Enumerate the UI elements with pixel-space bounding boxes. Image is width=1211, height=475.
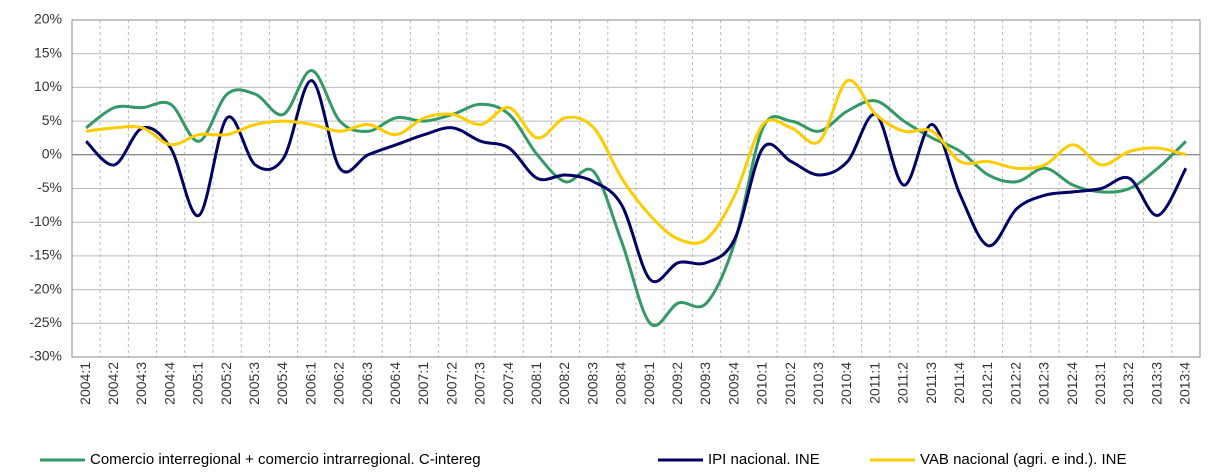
y-tick-label: 5% — [42, 112, 62, 128]
y-tick-label: -20% — [29, 280, 62, 296]
series-line — [85, 79, 1188, 284]
x-tick-label: 2005:3 — [246, 362, 262, 405]
x-tick-label: 2006:3 — [359, 362, 375, 405]
legend-label: Comercio interregional + comercio intrar… — [90, 451, 481, 468]
x-tick-label: 2009:1 — [641, 362, 657, 405]
y-tick-label: -10% — [29, 213, 62, 229]
y-tick-label: -5% — [37, 179, 62, 195]
x-tick-label: 2013:1 — [1092, 362, 1108, 405]
x-tick-label: 2005:4 — [274, 362, 290, 405]
legend-label: VAB nacional (agri. e ind.). INE — [920, 451, 1126, 468]
x-tick-label: 2010:1 — [754, 362, 770, 405]
x-tick-label: 2007:4 — [500, 362, 516, 405]
x-tick-label: 2009:3 — [697, 362, 713, 405]
x-tick-label: 2008:3 — [584, 362, 600, 405]
y-tick-label: 15% — [34, 44, 62, 60]
x-tick-label: 2013:3 — [1148, 362, 1164, 405]
plot-frame — [71, 19, 1201, 358]
x-tick-label: 2004:3 — [133, 362, 149, 405]
x-tick-label: 2009:4 — [725, 362, 741, 405]
y-tick-label: -15% — [29, 247, 62, 263]
x-tick-label: 2012:3 — [1036, 362, 1052, 405]
x-tick-label: 2004:1 — [77, 362, 93, 405]
x-tick-label: 2012:4 — [1064, 362, 1080, 405]
x-tick-label: 2004:2 — [105, 362, 121, 405]
y-tick-label: -30% — [29, 348, 62, 364]
x-tick-label: 2004:4 — [161, 362, 177, 405]
x-tick-label: 2008:1 — [528, 362, 544, 405]
legend-label: IPI nacional. INE — [708, 451, 820, 468]
x-tick-label: 2011:4 — [951, 362, 967, 404]
x-tick-label: 2011:2 — [895, 362, 911, 404]
x-tick-label: 2007:1 — [415, 362, 431, 405]
x-tick-label: 2006:1 — [302, 362, 318, 405]
x-tick-label: 2007:3 — [472, 362, 488, 405]
x-tick-label: 2012:1 — [979, 362, 995, 405]
x-tick-label: 2013:4 — [1177, 362, 1193, 405]
x-tick-label: 2008:4 — [613, 362, 629, 405]
y-tick-label: 20% — [34, 11, 62, 27]
x-tick-label: 2006:2 — [331, 362, 347, 405]
y-tick-label: 10% — [34, 78, 62, 94]
x-tick-label: 2010:3 — [810, 362, 826, 405]
x-tick-label: 2005:1 — [190, 362, 206, 405]
series-line — [85, 69, 1187, 327]
x-tick-label: 2010:2 — [782, 362, 798, 405]
x-tick-label: 2012:2 — [1007, 362, 1023, 405]
x-tick-label: 2008:2 — [556, 362, 572, 405]
y-tick-label: 0% — [42, 146, 62, 162]
y-tick-label: -25% — [29, 314, 62, 330]
x-tick-label: 2006:4 — [387, 362, 403, 405]
series-line — [85, 78, 1187, 245]
x-tick-label: 2009:2 — [669, 362, 685, 405]
x-tick-label: 2007:2 — [443, 362, 459, 405]
x-tick-label: 2011:1 — [866, 362, 882, 404]
x-tick-label: 2011:3 — [923, 362, 939, 404]
x-tick-label: 2013:2 — [1120, 362, 1136, 405]
x-tick-label: 2010:4 — [838, 362, 854, 405]
x-tick-label: 2005:2 — [218, 362, 234, 405]
